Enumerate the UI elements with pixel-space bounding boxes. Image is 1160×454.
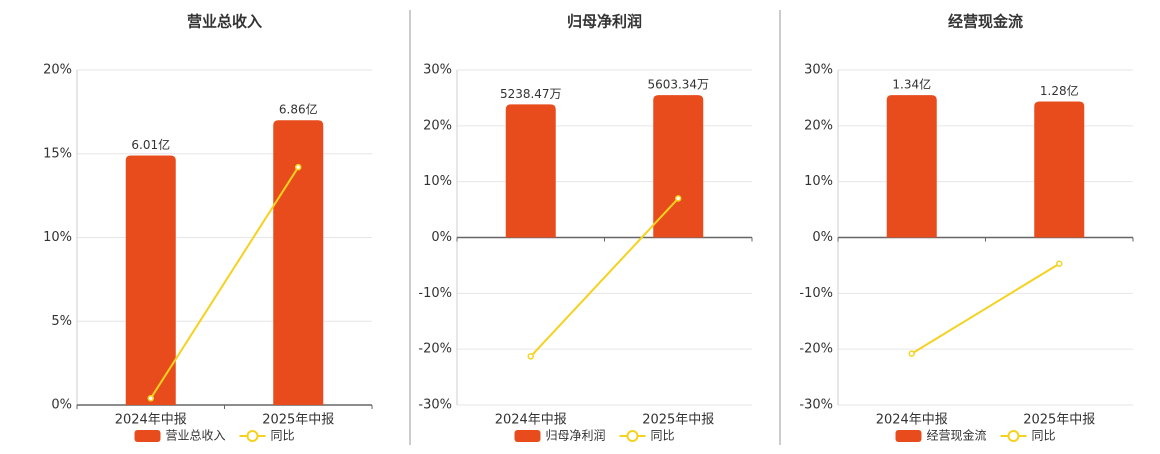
line [149,166,300,399]
y-tick-label: -20% [799,342,833,357]
chart-title: 经营现金流 [948,13,1023,31]
y-tick-label: 10% [804,174,833,189]
legend-label: 归母净利润 [546,429,606,443]
legend-marker [1007,430,1020,442]
legend-swatch [134,430,161,442]
line-point [147,395,154,402]
y-tick-label: 0% [431,230,452,245]
chart-title: 营业总收入 [187,13,262,31]
legend-marker [626,430,639,442]
y-tick-label: 20% [43,63,72,78]
legend-swatch [895,430,922,442]
line [911,262,1060,355]
x-tick-label: 2025年中报 [1023,413,1095,428]
bar [653,95,704,238]
data-label: 6.86亿 [279,102,318,117]
line-point [527,353,534,360]
legend-label: 同比 [651,429,675,443]
y-tick-label: 20% [804,118,833,133]
y-tick-label: 15% [43,146,72,161]
y-tick-label: 30% [423,63,452,78]
line-point [1056,260,1063,267]
x-tick-label: 2024年中报 [876,413,948,428]
bar [125,155,176,405]
line-point [295,163,302,171]
x-tick-label: 2025年中报 [262,413,334,428]
line-point [675,195,682,202]
line [530,197,679,358]
y-tick-label: -20% [418,342,452,357]
data-label: 5603.34万 [647,78,709,92]
bar [505,104,556,238]
y-tick-label: 0% [51,398,72,413]
data-label: 1.34亿 [892,77,931,92]
y-tick-label: -30% [799,398,833,413]
y-tick-label: 30% [804,63,833,78]
y-tick-label: 20% [423,118,452,133]
data-label: 1.28亿 [1040,83,1079,98]
legend-swatch [514,430,541,442]
x-tick-label: 2024年中报 [495,413,567,428]
y-tick-label: -10% [799,286,833,301]
y-tick-label: 10% [423,174,452,189]
x-tick-label: 2024年中报 [115,413,187,428]
bar [273,120,324,405]
data-label: 6.01亿 [131,137,170,152]
legend-label: 营业总收入 [166,429,226,443]
y-tick-label: -30% [418,398,452,413]
legend-label: 同比 [1032,429,1056,443]
legend-label: 同比 [271,429,295,443]
x-tick-label: 2025年中报 [642,413,714,428]
line-point [908,350,915,357]
y-tick-label: -10% [418,286,452,301]
y-tick-label: 5% [51,314,72,329]
y-tick-label: 0% [812,230,833,245]
bar [886,95,937,238]
y-tick-label: 10% [43,230,72,245]
chart-title: 归母净利润 [567,13,642,31]
bar [1034,101,1085,238]
legend-marker [246,430,259,442]
legend-label: 经营现金流 [927,428,987,443]
data-label: 5238.47万 [500,87,562,101]
